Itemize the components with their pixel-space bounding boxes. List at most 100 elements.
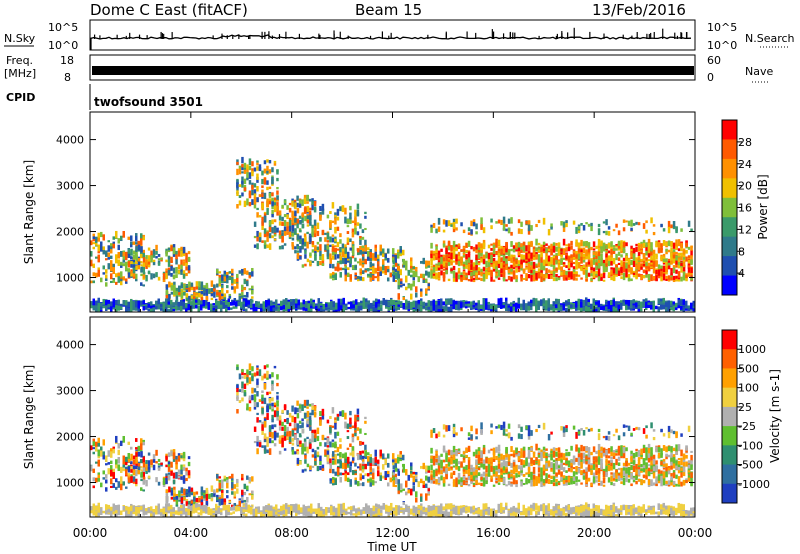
power-cell — [625, 220, 628, 223]
power-cell — [187, 265, 191, 271]
velocity-cell — [125, 486, 128, 489]
power-cell — [248, 288, 252, 291]
power-cell — [670, 260, 673, 265]
power-cell — [680, 262, 683, 266]
velocity-cell — [261, 421, 264, 425]
power-cell — [590, 222, 593, 227]
power-cell — [625, 266, 628, 272]
velocity-cell — [142, 477, 146, 484]
power-cell — [475, 302, 478, 307]
power-cell — [677, 262, 681, 266]
power-cell — [263, 213, 267, 217]
power-cell — [256, 212, 259, 218]
power-cell — [334, 273, 337, 281]
power-cell — [487, 244, 491, 249]
power-cell — [278, 210, 282, 216]
power-cell — [185, 293, 189, 298]
power-cell — [607, 255, 611, 259]
velocity-cell — [291, 405, 294, 412]
velocity-cell — [306, 436, 309, 440]
power-cell — [210, 297, 214, 301]
power-cell — [555, 308, 558, 311]
power-cell — [527, 220, 531, 226]
power-cell — [485, 298, 488, 305]
power-cell — [313, 219, 317, 226]
power-cell — [420, 305, 423, 312]
power-cell — [582, 270, 586, 275]
power-cell — [552, 258, 556, 265]
power-cell — [655, 278, 658, 282]
power-cell — [450, 245, 453, 251]
power-cell — [245, 298, 248, 305]
power-cell — [346, 225, 350, 228]
power-cell — [510, 304, 513, 308]
power-cell — [298, 203, 302, 208]
velocity-cell — [97, 459, 100, 467]
velocity-cell — [329, 468, 332, 474]
power-cell — [285, 302, 288, 307]
power-cell — [137, 258, 141, 262]
power-cell — [107, 252, 110, 258]
power-cell — [652, 231, 656, 236]
velocity-cell — [238, 389, 242, 393]
velocity-cell — [268, 426, 272, 431]
power-cell — [294, 217, 297, 223]
power-cell — [652, 302, 655, 309]
power-cell — [283, 220, 287, 227]
power-cell — [522, 254, 526, 259]
power-cell — [642, 301, 645, 307]
power-cell — [241, 182, 244, 188]
power-cell — [329, 258, 332, 264]
power-cell — [625, 255, 628, 262]
power-cell — [610, 269, 613, 275]
velocity-cell — [271, 418, 274, 423]
power-cell — [97, 234, 100, 242]
colorbar-segment — [722, 120, 737, 140]
power-cell — [160, 305, 163, 311]
power-cell — [397, 274, 400, 281]
power-cell — [155, 250, 158, 255]
velocity-cell — [256, 391, 259, 397]
velocity-cell — [296, 413, 300, 419]
power-cell — [480, 246, 483, 251]
velocity-cell — [135, 469, 138, 477]
velocity-cell — [314, 450, 317, 457]
power-cell — [420, 300, 423, 306]
power-cell — [227, 298, 230, 305]
power-cell — [652, 266, 656, 274]
power-cell — [645, 244, 648, 252]
power-cell — [422, 280, 425, 283]
power-cell — [90, 260, 93, 267]
power-cell — [369, 252, 372, 259]
velocity-cell — [185, 490, 189, 494]
velocity-cell — [271, 402, 274, 407]
power-cell — [175, 266, 178, 274]
power-cell — [243, 268, 247, 275]
power-cell — [397, 301, 400, 305]
power-cell — [645, 220, 648, 224]
velocity-cell — [157, 481, 161, 486]
power-cell — [465, 250, 468, 253]
power-cell — [530, 265, 533, 270]
velocity-cell — [283, 405, 287, 409]
power-cell — [670, 241, 673, 248]
velocity-cell — [271, 440, 274, 444]
power-cell — [610, 261, 613, 266]
power-cell — [405, 286, 408, 291]
power-cell — [311, 249, 315, 253]
power-cell — [597, 307, 600, 312]
power-cell — [273, 238, 277, 241]
power-cell — [455, 300, 458, 305]
power-cell — [560, 221, 563, 226]
power-cell — [615, 223, 618, 228]
power-cell — [670, 224, 673, 229]
power-cell — [122, 230, 125, 238]
power-cell — [369, 276, 372, 282]
power-cell — [660, 270, 663, 277]
power-cell — [379, 244, 382, 252]
velocity-cell — [203, 492, 206, 496]
power-cell — [637, 244, 641, 252]
velocity-cell — [313, 411, 317, 418]
power-cell — [334, 247, 337, 253]
colorbar-segment — [722, 197, 737, 218]
